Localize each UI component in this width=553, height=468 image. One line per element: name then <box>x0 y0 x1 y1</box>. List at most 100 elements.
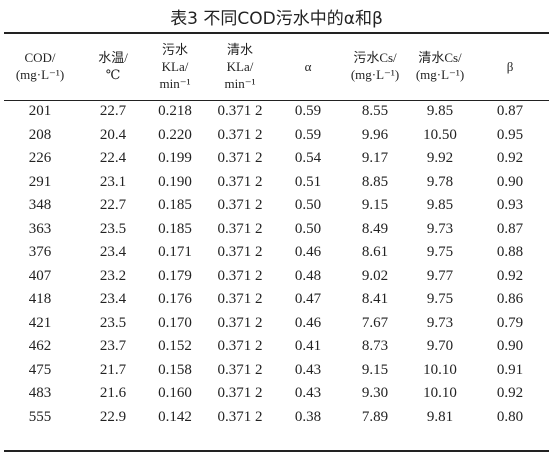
top-rule <box>4 32 549 34</box>
table-cell: 226 <box>28 150 52 166</box>
table-cell: 0.92 <box>496 150 524 166</box>
table-cell: 8.49 <box>361 220 389 237</box>
table-cell: 0.59 <box>294 103 322 119</box>
table-cell: 0.158 <box>158 361 192 378</box>
table-cell: 0.176 <box>158 291 192 307</box>
table-cell: 22.4 <box>99 150 127 166</box>
table-cell: 23.2 <box>99 267 127 284</box>
table-cell: 9.85 <box>426 103 454 119</box>
table-cell: 10.50 <box>423 126 457 143</box>
table-cell: 0.43 <box>294 361 322 378</box>
header-cell: β <box>506 58 514 74</box>
table-cell: 421 <box>28 314 52 331</box>
header-cell: 清水 <box>226 41 254 57</box>
table-cell: 0.371 2 <box>217 197 263 213</box>
table-cell: 0.43 <box>294 385 322 401</box>
header-cell: COD/ <box>24 50 56 65</box>
header-cell: (mg·L⁻¹) <box>15 67 65 82</box>
header-cell: (mg·L⁻¹) <box>350 67 400 82</box>
table-cell: 9.15 <box>361 197 389 213</box>
table-cell: 0.54 <box>294 150 322 166</box>
header-cell: min⁻¹ <box>159 75 191 91</box>
table-cell: 0.185 <box>158 197 192 213</box>
table-cell: 21.7 <box>99 361 127 378</box>
table-cell: 291 <box>28 173 52 190</box>
table-cell: 9.70 <box>426 338 454 354</box>
table-cell: 376 <box>28 244 52 260</box>
table-cell: 9.81 <box>426 408 454 425</box>
table-cell: 0.371 2 <box>217 338 263 354</box>
table-cell: 0.220 <box>158 126 192 143</box>
table-cell: 0.371 2 <box>217 267 263 284</box>
table-cell: 9.92 <box>426 150 454 166</box>
table-cell: 0.371 2 <box>217 408 263 425</box>
table-cell: 0.160 <box>158 385 192 401</box>
table-cell: 21.6 <box>99 385 127 401</box>
table-cell: 22.9 <box>99 408 127 425</box>
table-cell: 0.46 <box>294 244 322 260</box>
table-cell: 475 <box>28 361 52 378</box>
table-cell: 0.152 <box>158 338 192 354</box>
header-cell: (mg·L⁻¹) <box>415 67 465 82</box>
table-cell: 0.90 <box>496 338 524 354</box>
table-cell: 462 <box>28 338 52 354</box>
table-cell: 0.371 2 <box>217 314 263 331</box>
table-title: 表3 不同COD污水中的α和β <box>170 9 383 29</box>
table-cell: 407 <box>28 267 52 284</box>
table-cell: 8.41 <box>361 291 389 307</box>
table-cell: 9.75 <box>426 291 454 307</box>
table-cell: 23.4 <box>99 291 127 307</box>
table-cell: 0.171 <box>158 244 192 260</box>
table-cell: 0.371 2 <box>217 103 263 119</box>
table-cell: 9.73 <box>426 220 454 237</box>
table-cell: 0.87 <box>496 220 524 237</box>
table-cell: 0.179 <box>158 267 192 284</box>
table-cell: 0.371 2 <box>217 173 263 190</box>
table-cell: 0.51 <box>294 173 322 190</box>
table-cell: 0.48 <box>294 267 322 284</box>
table-cell: 0.87 <box>496 103 524 119</box>
table-cell: 0.41 <box>294 338 322 354</box>
table-cell: 418 <box>28 291 52 307</box>
table-cell: 22.7 <box>99 103 127 119</box>
table-cell: 0.185 <box>158 220 192 237</box>
table-cell: 0.79 <box>496 314 524 331</box>
table-cell: 10.10 <box>423 385 457 401</box>
table-cell: 20.4 <box>99 126 127 143</box>
table-cell: 7.67 <box>361 314 389 331</box>
table-cell: 8.61 <box>361 244 389 260</box>
table-cell: 0.190 <box>158 173 192 190</box>
table-cell: 9.02 <box>361 267 389 284</box>
table-cell: 0.91 <box>496 361 524 378</box>
table-cell: 363 <box>28 220 52 237</box>
table-cell: 483 <box>28 385 52 401</box>
table-cell: 0.92 <box>496 267 524 284</box>
table-cell: 0.371 2 <box>217 361 263 378</box>
table-cell: 0.218 <box>158 103 192 119</box>
table-cell: 348 <box>28 197 52 213</box>
table-cell: 0.38 <box>294 408 322 425</box>
table-cell: 0.90 <box>496 173 524 190</box>
table-cell: 0.142 <box>158 408 192 425</box>
header-rule <box>4 100 549 101</box>
header-cell: α <box>304 58 312 74</box>
table-cell: 201 <box>28 103 52 119</box>
header-cell: 污水Cs/ <box>353 50 397 65</box>
table-cell: 0.80 <box>496 408 524 425</box>
table-cell: 0.371 2 <box>217 150 263 166</box>
table-cell: 0.199 <box>158 150 192 166</box>
header-cell: 水温/ <box>98 50 128 65</box>
table-cell: 9.96 <box>361 126 389 143</box>
table-cell: 8.55 <box>361 103 389 119</box>
header-cell: 污水 <box>161 41 189 57</box>
table-cell: 9.85 <box>426 197 454 213</box>
table-cell: 9.73 <box>426 314 454 331</box>
table-cell: 555 <box>28 408 52 425</box>
table-cell: 8.73 <box>361 338 389 354</box>
table-cell: 23.4 <box>99 244 127 260</box>
table-cell: 208 <box>28 126 52 143</box>
header-cell: 清水Cs/ <box>418 50 462 65</box>
header-cell: KLa/ <box>161 58 189 74</box>
header-cell: ℃ <box>105 67 121 82</box>
